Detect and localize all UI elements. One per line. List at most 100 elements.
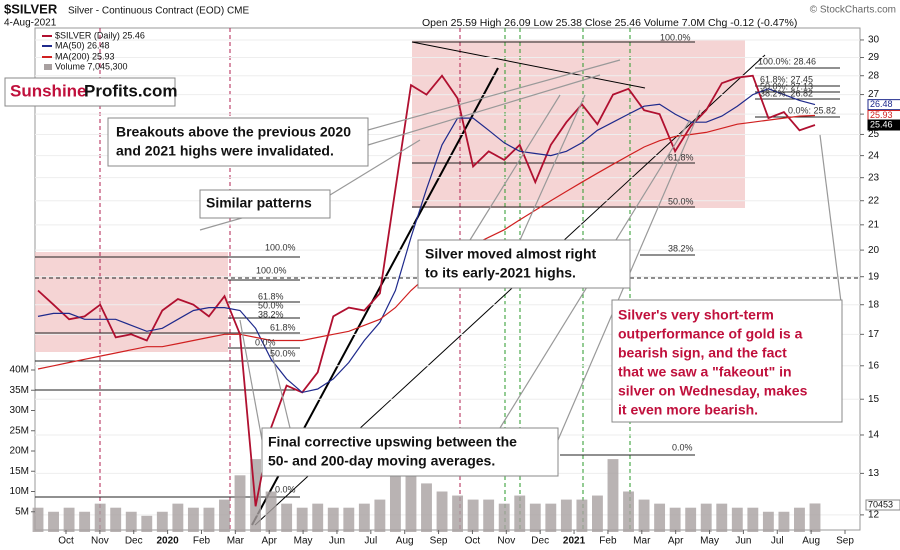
annotation-box bbox=[611, 299, 843, 423]
volume-bar bbox=[685, 507, 697, 532]
fib-label: 0.0%: 25.82 bbox=[788, 105, 836, 115]
volume-bar bbox=[172, 503, 184, 532]
x-tick-label: 2020 bbox=[156, 536, 179, 547]
x-tick-label: Dec bbox=[125, 536, 143, 547]
fib-label: 61.8% bbox=[668, 152, 694, 162]
x-tick-label: Feb bbox=[193, 536, 211, 547]
logo-box bbox=[4, 77, 176, 107]
x-tick-label: Jun bbox=[329, 536, 345, 547]
volume-bar bbox=[141, 515, 153, 532]
volume-tick-label: 35M bbox=[10, 385, 29, 396]
volume-tick-label: 5M bbox=[15, 506, 29, 517]
volume-bar bbox=[716, 503, 728, 532]
volume-bar bbox=[483, 499, 495, 532]
shaded-zone bbox=[35, 252, 228, 352]
credit: © StockCharts.com bbox=[810, 5, 896, 16]
x-tick-label: Apr bbox=[668, 536, 684, 547]
annotation: to its early-2021 highs. bbox=[425, 265, 576, 281]
volume-bar bbox=[560, 499, 572, 532]
fib-label: 61.8% bbox=[270, 322, 296, 332]
vertical-markers bbox=[35, 28, 860, 530]
y-tick-label: 22 bbox=[868, 195, 880, 206]
volume-bar bbox=[296, 507, 308, 532]
x-tick-label: Oct bbox=[465, 536, 481, 547]
subtitle: Silver - Continuous Contract (EOD) CME bbox=[68, 6, 249, 17]
volume-bar bbox=[405, 451, 417, 532]
volume-bar bbox=[654, 503, 666, 532]
x-tick-label: Aug bbox=[396, 536, 414, 547]
annotation-box bbox=[261, 427, 559, 477]
logo-text: Sunshine bbox=[10, 81, 87, 100]
volume-bar bbox=[234, 475, 246, 532]
volume-tick-label: 25M bbox=[10, 425, 29, 436]
volume-tick-label: 30M bbox=[10, 405, 29, 416]
volume-bar bbox=[48, 511, 59, 532]
shaded-zone bbox=[412, 40, 745, 208]
volume-bar bbox=[467, 499, 479, 532]
y-tick-label: 30 bbox=[868, 35, 880, 46]
last-value-label: 25.46 bbox=[870, 119, 893, 129]
callout bbox=[469, 94, 561, 241]
y-tick-label: 16 bbox=[868, 360, 880, 371]
fib-label: 38.2% bbox=[258, 309, 284, 319]
volume-bar bbox=[809, 503, 821, 532]
quote: Open 25.59 High 26.09 Low 25.38 Close 25… bbox=[422, 17, 797, 29]
legend: $SILVER (Daily) 25.46 MA(50) 26.48 MA(20… bbox=[42, 30, 145, 71]
fib-label: 100.0% bbox=[256, 265, 287, 275]
legend-label: Volume 7,045,300 bbox=[55, 61, 128, 71]
y-tick-label: 18 bbox=[868, 299, 880, 310]
series-line bbox=[37, 88, 816, 394]
volume-bar bbox=[623, 491, 634, 532]
volume-bar bbox=[436, 491, 448, 532]
volume-bar bbox=[79, 511, 91, 532]
y-tick-label: 14 bbox=[868, 430, 880, 441]
annotation: Silver's very short-term bbox=[618, 307, 774, 323]
volume-tick-label: 20M bbox=[10, 446, 29, 457]
x-tick-label: Nov bbox=[91, 536, 109, 547]
legend-label: $SILVER (Daily) 25.46 bbox=[55, 30, 145, 40]
volume-bar bbox=[514, 495, 526, 532]
volume-bar bbox=[187, 507, 199, 532]
fib-label: 61.8% bbox=[258, 291, 284, 301]
fib-label: 0.0% bbox=[255, 337, 276, 347]
x-tick-label: Apr bbox=[261, 536, 277, 547]
volume-bar bbox=[731, 507, 743, 532]
x-tick-label: Mar bbox=[227, 536, 245, 547]
y-tick-label: 20 bbox=[868, 245, 880, 256]
callout bbox=[367, 59, 621, 131]
y-tick-label: 29 bbox=[868, 52, 880, 63]
y-tick-label: 15 bbox=[868, 394, 880, 405]
legend-label: MA(50) 26.48 bbox=[55, 40, 110, 50]
x-tick-label: May bbox=[700, 536, 719, 547]
volume-bar bbox=[156, 511, 168, 532]
x-tick-label: Dec bbox=[531, 536, 549, 547]
annotation: outperformance of gold is a bbox=[618, 326, 803, 342]
last-value-box bbox=[867, 99, 900, 111]
x-tick-label: Jul bbox=[771, 536, 784, 547]
legend-swatch bbox=[44, 64, 52, 70]
volume-bar bbox=[529, 503, 541, 532]
volume-bar bbox=[452, 495, 464, 532]
last-value-label: 25.93 bbox=[870, 110, 893, 120]
volume-last-label: 70453 bbox=[868, 499, 893, 509]
last-value-box bbox=[867, 119, 900, 131]
volume-bar bbox=[592, 495, 603, 532]
y-tick-label: 12 bbox=[868, 510, 880, 521]
volume-bar bbox=[762, 511, 774, 532]
symbol: $SILVER bbox=[4, 1, 58, 16]
annotation-box bbox=[199, 189, 331, 219]
callout bbox=[367, 74, 601, 146]
x-tick-label: 2021 bbox=[563, 536, 586, 547]
x-tick-label: Jul bbox=[364, 536, 377, 547]
volume-bar bbox=[545, 503, 557, 532]
volume-bar bbox=[219, 499, 230, 532]
volume-bar bbox=[498, 503, 510, 532]
callout bbox=[819, 134, 843, 311]
fib-label: 50.0%: 27.13 bbox=[760, 81, 813, 91]
fib-label: 50.0% bbox=[270, 348, 296, 358]
volume-tick-label: 15M bbox=[10, 466, 29, 477]
annotation: bearish sign, and the fact bbox=[618, 345, 787, 361]
volume-bar bbox=[700, 503, 712, 532]
callout bbox=[519, 94, 586, 241]
